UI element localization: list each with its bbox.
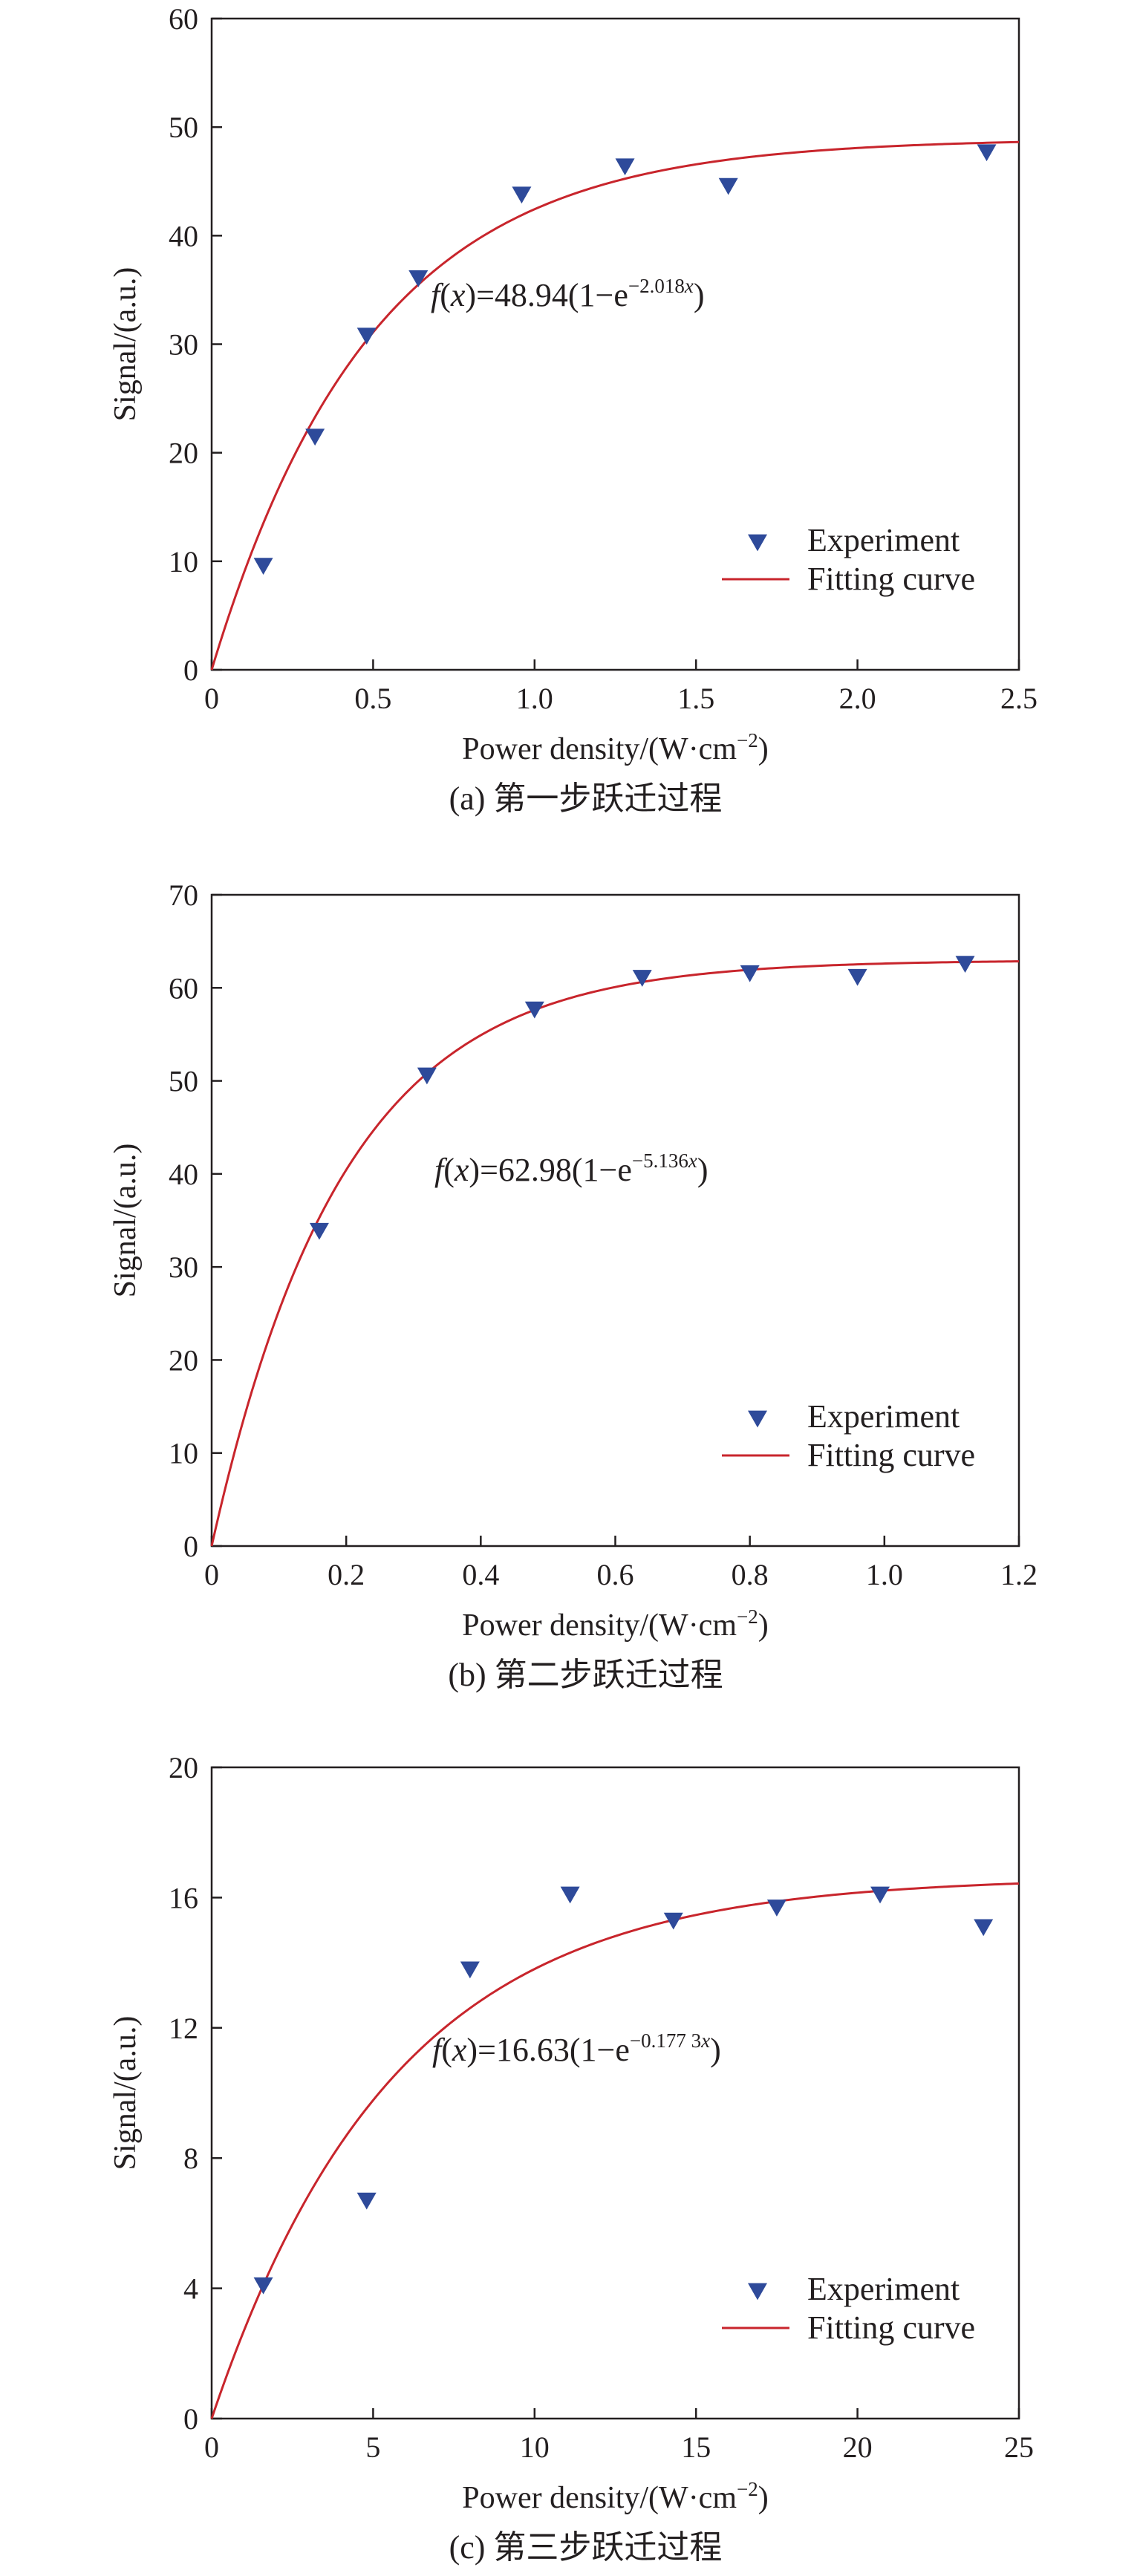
legend-experiment-label: Experiment	[807, 2271, 960, 2307]
y-tick-label: 60	[169, 2, 198, 36]
y-tick-label: 4	[183, 2272, 198, 2306]
chart-panel-1: 0 0.5 1.0 1.5 2.0 2.5 0 10 20 30 40 50 60 Power densi…	[108, 2, 1038, 817]
y-tick-label: 16	[169, 1881, 198, 1914]
experiment-point	[663, 1912, 683, 1930]
experiment-point	[460, 1961, 480, 1979]
experiment-point	[974, 1919, 994, 1937]
legend-experiment-label: Experiment	[807, 1398, 960, 1435]
legend-fit-label: Fitting curve	[807, 2309, 975, 2346]
y-tick-label: 50	[169, 111, 198, 144]
x-tick-label: 2.0	[839, 682, 876, 715]
y-tick-label: 10	[169, 545, 198, 578]
x-axis-label: Power density/(W·cm−2)	[462, 2478, 768, 2515]
x-tick-label: 1.0	[516, 682, 553, 715]
experiment-point	[740, 965, 760, 982]
y-tick-label: 40	[169, 219, 198, 252]
experiment-point	[309, 1222, 329, 1240]
y-tick-label: 20	[169, 1751, 198, 1784]
y-tick-label: 0	[183, 1530, 198, 1563]
fit-exponent: −0.177 3	[630, 2029, 701, 2052]
fit-equation: f(x)=16.63(1−e−0.177 3x)	[432, 2029, 721, 2068]
chart-panel-3: 0 5 10 15 20 25 0 4 8 12 16 20 Power density/(W·cm−2…	[108, 1751, 1034, 2566]
y-tick-label: 20	[169, 1343, 198, 1377]
experiment-point	[305, 428, 325, 446]
experiment-point	[408, 270, 429, 287]
legend-experiment-marker	[748, 2283, 767, 2301]
y-axis-label: Signal/(a.u.)	[108, 2016, 143, 2171]
experiment-point	[417, 1067, 437, 1085]
x-tick-label: 1.0	[866, 1558, 903, 1591]
x-tick-label: 1.2	[1000, 1558, 1038, 1591]
experiment-point	[977, 144, 997, 162]
x-tick-label: 25	[1004, 2430, 1034, 2464]
x-axis-label-sup: −2	[737, 729, 758, 751]
x-tick-label: 20	[843, 2430, 873, 2464]
x-tick-label: 0	[204, 682, 219, 715]
experiment-point	[253, 2277, 273, 2295]
x-axis-label-sup: −2	[737, 1605, 758, 1628]
y-tick-label: 12	[169, 2012, 198, 2045]
x-axis-label: Power density/(W·cm−2)	[462, 1605, 768, 1643]
y-tick-label: 30	[169, 328, 198, 362]
experiment-point	[955, 956, 975, 974]
x-axis-label-sup: −2	[737, 2478, 758, 2500]
y-tick-label: 0	[183, 653, 198, 687]
x-tick-label: 15	[681, 2430, 711, 2464]
legend-experiment-marker	[748, 534, 767, 552]
plot-frame	[210, 1766, 1020, 2420]
panel-caption: (b) 第二步跃迁过程	[448, 1657, 723, 1693]
x-tick-label: 0.2	[328, 1558, 365, 1591]
experiment-point	[718, 177, 738, 195]
fit-equation: f(x)=62.98(1−e−5.136x)	[434, 1150, 709, 1188]
y-tick-label: 8	[183, 2142, 198, 2175]
y-axis-label: Signal/(a.u.)	[108, 267, 143, 422]
x-axis-label: Power density/(W·cm−2)	[462, 729, 768, 766]
experiment-point	[766, 1900, 786, 1917]
y-tick-label: 50	[169, 1065, 198, 1098]
x-tick-label: 0	[204, 1558, 219, 1591]
experiment-point	[356, 327, 377, 345]
legend-experiment-label: Experiment	[807, 522, 960, 558]
fit-exponent: −5.136	[632, 1150, 688, 1172]
experiment-point	[560, 1886, 580, 1904]
legend-fit-label: Fitting curve	[807, 561, 975, 597]
x-tick-label: 1.5	[677, 682, 714, 715]
y-tick-label: 30	[169, 1250, 198, 1284]
fitting-curve-line	[210, 960, 1020, 1547]
x-tick-label: 0.6	[597, 1558, 634, 1591]
experiment-point	[870, 1886, 890, 1904]
experiment-point	[253, 558, 273, 575]
y-tick-label: 20	[169, 437, 198, 470]
fit-equation: f(x)=48.94(1−e−2.018x)	[431, 275, 705, 313]
y-axis-label: Signal/(a.u.)	[108, 1144, 143, 1298]
x-tick-label: 0.8	[732, 1558, 769, 1591]
fitting-curve-line	[210, 140, 1020, 671]
x-tick-label: 0.4	[462, 1558, 499, 1591]
experiment-point	[847, 968, 867, 986]
y-tick-label: 70	[169, 878, 198, 912]
legend-fit-label: Fitting curve	[807, 1437, 975, 1473]
experiment-point	[632, 970, 652, 987]
panel-caption: (c) 第三步跃迁过程	[449, 2529, 723, 2566]
panel-caption: (a) 第一步跃迁过程	[449, 780, 723, 817]
x-tick-label: 2.5	[1000, 682, 1038, 715]
experiment-point	[512, 186, 532, 204]
x-tick-label: 5	[365, 2430, 380, 2464]
fit-exponent: −2.018	[628, 275, 685, 297]
experiment-point	[615, 158, 635, 176]
x-tick-label: 0.5	[354, 682, 391, 715]
chart-panel-2: 0 0.2 0.4 0.6 0.8 1.0 1.2 0 10 20 30 40 50 60 70 Power …	[108, 878, 1038, 1693]
experiment-point	[356, 2192, 377, 2210]
experiment-point	[524, 1001, 544, 1019]
x-tick-label: 10	[520, 2430, 550, 2464]
x-tick-label: 0	[204, 2430, 219, 2464]
y-tick-label: 10	[169, 1437, 198, 1470]
legend-experiment-marker	[748, 1410, 767, 1428]
y-tick-label: 0	[183, 2402, 198, 2436]
y-tick-label: 60	[169, 971, 198, 1005]
y-tick-label: 40	[169, 1158, 198, 1191]
